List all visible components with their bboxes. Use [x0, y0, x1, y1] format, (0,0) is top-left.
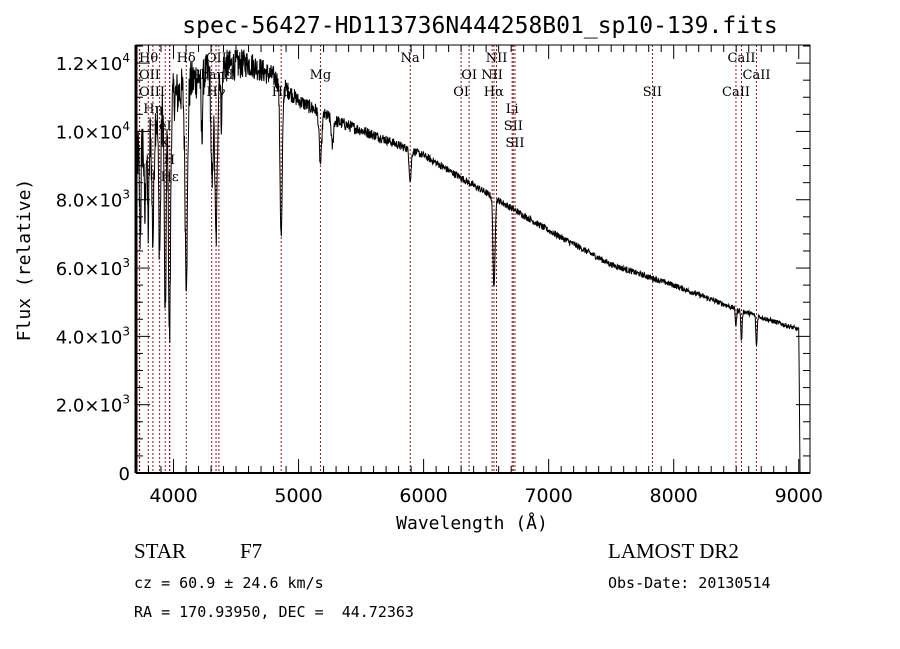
y-tick-label: 1.2×104: [56, 51, 130, 75]
ra-dec: RA = 170.93950, DEC = 44.72363: [134, 603, 414, 621]
spectrum-series: [135, 49, 801, 474]
obs-date: Obs-Date: 20130514: [608, 574, 771, 592]
line-label: NII: [481, 68, 503, 83]
y-tick-exponent: 3: [122, 324, 130, 338]
survey-name: LAMOST DR2: [608, 539, 739, 563]
y-tick-exponent: 3: [122, 256, 130, 270]
line-label: CaII: [728, 51, 756, 66]
y-axis-label: Flux (relative): [14, 179, 35, 342]
line-label: Li: [506, 102, 519, 117]
line-label: OII: [139, 68, 160, 83]
x-axis-label: Wavelength (Å): [396, 512, 548, 534]
y-tick-label: 4.0×103: [56, 324, 130, 348]
y-tick-exponent: 3: [122, 188, 130, 202]
y-tick-base: 1.2×10: [56, 54, 123, 75]
y-tick-label: 0: [119, 464, 130, 485]
line-label: Hα: [484, 85, 504, 100]
y-tick-base: 6.0×10: [56, 259, 123, 280]
chart-title: spec-56427-HD113736N444258B01_sp10-139.f…: [182, 13, 777, 39]
y-tick-label: 6.0×103: [56, 256, 130, 280]
line-label: NII: [486, 51, 508, 66]
line-label: OI: [453, 85, 469, 100]
y-tick-label: 2.0×103: [56, 393, 130, 417]
y-tick-base: 4.0×10: [56, 327, 123, 348]
line-label: Hη: [143, 102, 162, 117]
y-tick-exponent: 3: [122, 393, 130, 407]
line-label: CaII: [722, 85, 750, 100]
line-label: OIII: [139, 85, 165, 100]
y-tick-base: 8.0×10: [56, 191, 123, 212]
y-tick-label: 1.0×104: [56, 119, 130, 143]
line-markers: [138, 45, 757, 473]
line-label: Gband: [190, 68, 233, 83]
redshift-cz: cz = 60.9 ± 24.6 km/s: [134, 574, 324, 592]
x-tick-label: 4000: [149, 485, 197, 507]
y-tick-base: 2.0×10: [56, 396, 123, 417]
line-label: OIII: [206, 51, 232, 66]
object-class: STAR: [134, 539, 186, 563]
line-label: Hγ: [206, 85, 225, 100]
line-label: H: [164, 153, 175, 168]
y-tick-exponent: 4: [122, 51, 130, 65]
x-tick-label: 6000: [399, 485, 447, 507]
line-label: Hθ: [139, 51, 158, 66]
x-tick-label: 8000: [650, 485, 698, 507]
line-labels: OII OIII Hθ Hη HeI KH Hε Hδ Gband Hγ OIII Hβ Mg Na OI O…: [139, 51, 770, 185]
object-subclass: F7: [240, 539, 263, 563]
line-label: OI: [461, 68, 477, 83]
plot-frame: [135, 44, 811, 474]
line-label: Hε: [161, 170, 179, 185]
x-tick-label: 9000: [775, 485, 823, 507]
x-tick-label: 7000: [524, 485, 572, 507]
y-tick-label: 8.0×103: [56, 188, 130, 212]
line-label: CaII: [743, 68, 771, 83]
line-label: SII: [505, 136, 524, 151]
line-label: Hδ: [177, 51, 196, 66]
line-label: HeI: [148, 119, 172, 134]
line-label: Hβ: [272, 85, 291, 100]
y-tick-exponent: 4: [122, 119, 130, 133]
spectrum-line: [135, 49, 801, 474]
line-label: Na: [401, 51, 420, 66]
axes: 4000 5000 6000 7000 8000 900002.0×1034.0×1036…: [56, 44, 823, 507]
line-label: SII: [504, 119, 523, 134]
line-label: Mg: [310, 68, 332, 83]
line-label: SII: [643, 85, 662, 100]
y-tick-base: 0: [119, 464, 130, 485]
x-tick-label: 5000: [274, 485, 322, 507]
line-label: K: [160, 136, 170, 151]
y-tick-base: 1.0×10: [56, 122, 123, 143]
